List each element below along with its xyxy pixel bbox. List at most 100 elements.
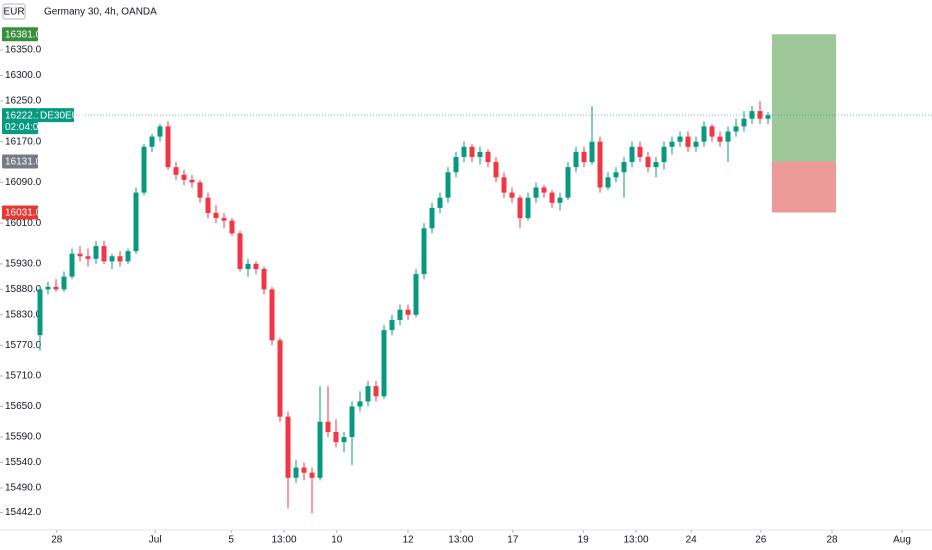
candle-body [629,146,635,163]
candle-body [453,156,459,173]
candle-body [717,136,723,142]
candle-body [269,289,275,341]
x-tick-label: 13:00 [623,535,648,546]
chart-title: Germany 30, 4h, OANDA [44,7,157,18]
x-tick-label: 28 [51,535,63,546]
candle-body [37,289,43,336]
candle-body [733,126,739,132]
candle-body [125,251,131,262]
candle-body [301,467,307,473]
x-tick-label: 13:00 [448,535,473,546]
candle-body [645,156,651,168]
candle-body [725,131,731,142]
candle-body [173,167,179,175]
y-tick-label: 15590.0 [5,432,42,443]
y-tick-label: 16010.0 [5,218,42,229]
symbol-text: DE30EUR [40,110,86,121]
candle-body [365,386,371,402]
target-badge-text: 16381.0 [5,29,42,40]
candle-body [141,146,147,193]
y-tick-label: 15770.0 [5,340,42,351]
x-tick-label: 24 [686,535,698,546]
symbol-badge [38,108,74,123]
candle-body [341,437,347,443]
currency-box[interactable] [2,3,26,20]
candle-body [693,141,699,147]
x-tick-label: 28 [826,535,838,546]
candle-body [701,126,707,142]
y-tick-label: 15830.0 [5,309,42,320]
candle-body [61,276,67,290]
candle-body [589,141,595,163]
candle-body [709,126,715,137]
candle-body [597,141,603,188]
candle-body [205,197,211,213]
candle-body [501,177,507,193]
x-tick-label: 13:00 [271,535,296,546]
y-tick-label: 16170.0 [5,136,42,147]
candle-body [245,263,251,269]
y-tick-label: 15930.0 [5,259,42,270]
candle-body [333,431,339,443]
candle-body [549,192,555,203]
candle-body [605,177,611,188]
candle-body [45,286,51,290]
x-tick-label: 5 [228,535,234,546]
candle-body [277,340,283,417]
candle-body [237,233,243,269]
candle-body [557,197,563,203]
candle-body [317,421,323,478]
last-price-text: 16222.1 [5,110,42,121]
last-price-badge [2,108,38,135]
candle-body [509,192,515,198]
stop-zone [772,161,836,213]
target-zone [772,34,836,162]
countdown-text: 02:04:03 [5,122,44,133]
y-tick-label: 15540.0 [5,457,42,468]
candle-body [189,179,195,183]
candle-body [157,126,163,137]
y-tick-label: 16250.0 [5,96,42,107]
candle-body [261,268,267,290]
candle-body [541,187,547,193]
candle-body [309,472,315,478]
x-tick-label: 19 [578,535,590,546]
candle-body [517,197,523,219]
target-badge [2,27,38,42]
candle-body [229,220,235,234]
candle-body [253,263,259,269]
candle-body [413,274,419,315]
candle-body [741,118,747,127]
candle-body [117,256,123,262]
candle-body [213,212,219,219]
candle-body [429,207,435,229]
candle-body [685,136,691,147]
x-tick-label: 12 [402,535,414,546]
candle-body [373,386,379,397]
candle-body [461,146,467,157]
candle-body [437,197,443,208]
candle-body [669,141,675,147]
currency[interactable]: EUR [3,7,24,18]
candle-body [613,172,619,178]
candle-body [765,115,771,119]
stop-badge [2,205,38,220]
candle-body [661,146,667,163]
y-tick-label: 15490.0 [5,483,42,494]
candle-body [325,421,331,432]
candle-body [581,151,587,163]
candle-body [165,126,171,168]
candle-body [221,218,227,221]
candle-body [397,309,403,320]
x-tick-label: Aug [893,535,911,546]
candle-body [477,151,483,157]
candle-body [533,187,539,198]
candle-body [445,172,451,198]
x-tick-label: 17 [507,535,519,546]
candle-body [93,246,99,259]
candle-body [149,136,155,147]
candle-body [69,253,75,277]
candle-body [493,162,499,178]
candle-body [637,146,643,157]
